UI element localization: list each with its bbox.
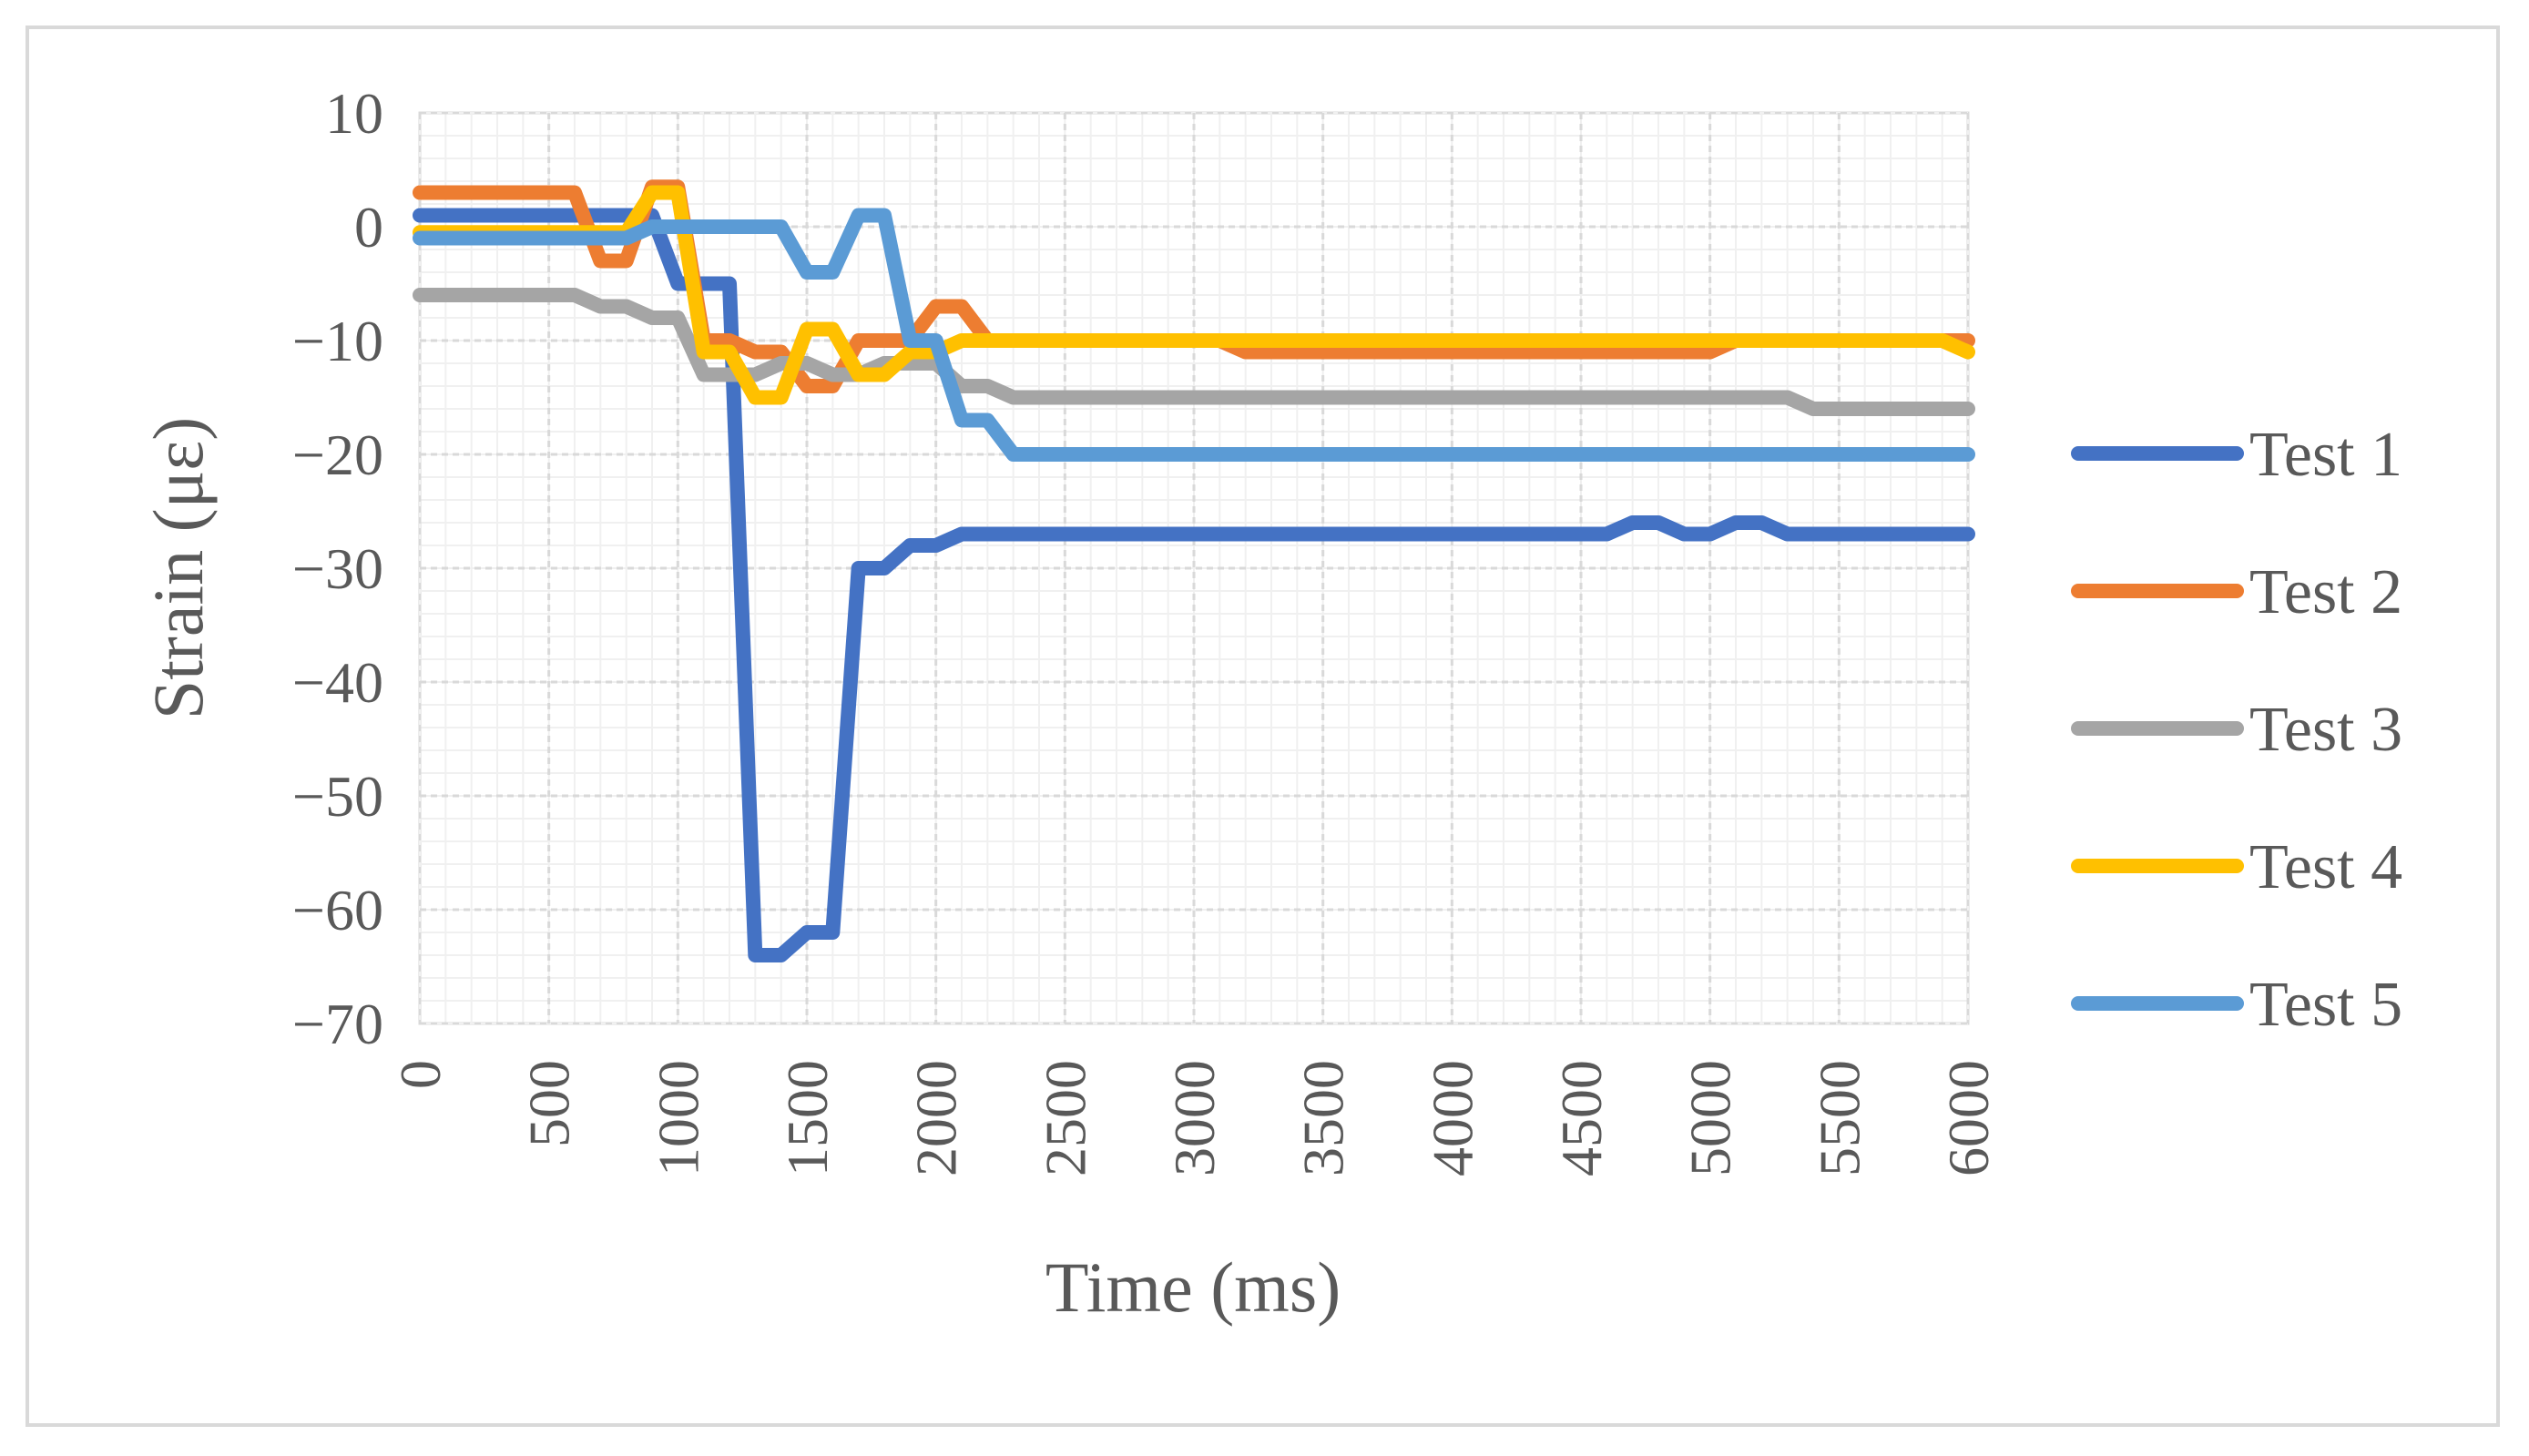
y-tick-label: −10 (292, 309, 383, 373)
legend-label: Test 3 (2249, 695, 2402, 765)
y-tick-label: −20 (292, 423, 383, 487)
series-line-4 (413, 185, 1975, 405)
legend-label: Test 2 (2249, 557, 2402, 627)
legend-item: Test 5 (2071, 970, 2402, 1040)
legend-item: Test 2 (2071, 557, 2402, 627)
x-tick-label: 5500 (1807, 1060, 1871, 1176)
x-axis-title: Time (ms) (1045, 1247, 1341, 1327)
y-axis-tick-labels: 10 0 −10 −20 −30 −40 −50 −60 −70 (292, 81, 383, 1056)
x-tick-label: 4500 (1549, 1060, 1614, 1176)
legend-label: Test 4 (2249, 832, 2402, 902)
x-tick-label: 1000 (646, 1060, 710, 1176)
x-tick-label: 3500 (1291, 1060, 1356, 1176)
y-axis-title: Strain (με) (138, 417, 218, 719)
legend: Test 1 Test 2 Test 3 Test 4 Test 5 (2071, 420, 2402, 1040)
legend-label: Test 1 (2249, 420, 2402, 490)
x-tick-label: 1500 (775, 1060, 840, 1176)
legend-item: Test 4 (2071, 832, 2402, 902)
x-tick-label: 0 (388, 1060, 453, 1089)
x-tick-label: 3000 (1162, 1060, 1227, 1176)
y-tick-label: 10 (325, 81, 383, 146)
x-axis-tick-labels: 0 500 1000 1500 2000 2500 3000 3500 4000 4500 5000… (388, 1060, 2001, 1176)
series-line-5 (413, 208, 1975, 462)
series-line-1 (413, 208, 1975, 962)
y-tick-label: 0 (354, 195, 383, 260)
y-tick-label: −70 (292, 992, 383, 1056)
series-line-3 (413, 288, 1975, 416)
y-tick-label: −50 (292, 764, 383, 829)
x-tick-label: 2000 (904, 1060, 969, 1176)
y-tick-label: −30 (292, 536, 383, 601)
x-tick-label: 4000 (1420, 1060, 1484, 1176)
series-lines (413, 179, 1975, 962)
x-tick-label: 2500 (1033, 1060, 1097, 1176)
x-tick-label: 500 (517, 1060, 582, 1147)
legend-item: Test 3 (2071, 695, 2402, 765)
legend-item: Test 1 (2071, 420, 2402, 490)
y-tick-label: −60 (292, 878, 383, 942)
legend-label: Test 5 (2249, 970, 2402, 1040)
y-tick-label: −40 (292, 650, 383, 715)
x-tick-label: 5000 (1678, 1060, 1743, 1176)
x-tick-label: 6000 (1936, 1060, 2001, 1176)
